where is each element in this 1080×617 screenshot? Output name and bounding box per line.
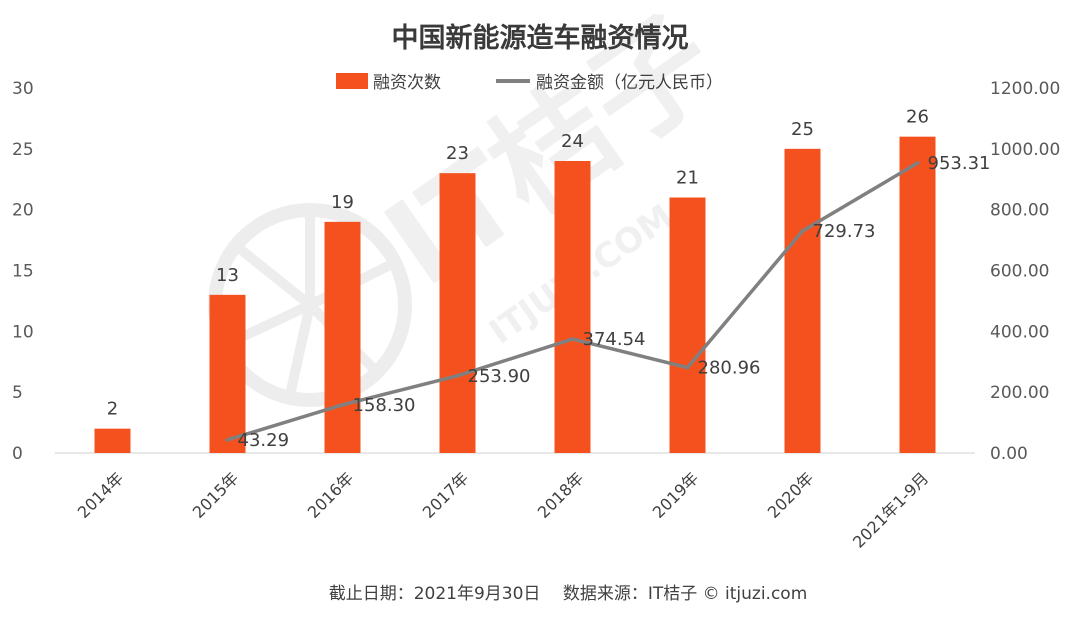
x-tick-label: 2014年 [74,468,128,522]
x-tick-label: 2021年1-9月 [849,468,932,551]
left-tick-label: 30 [12,79,34,99]
x-tick-label: 2017年 [419,468,473,522]
bar [324,221,361,453]
right-tick-label: 600.00 [990,262,1049,282]
left-tick-label: 10 [12,322,34,342]
line-point [340,402,345,407]
bar-value-label: 23 [446,143,469,164]
right-axis: 0.00 200.00 400.00 600.00 800.00 1000.00 1200.… [990,79,1060,464]
left-tick-label: 20 [12,201,34,221]
line-point [225,437,230,442]
bar-value-label: 26 [906,107,929,128]
legend-label-bar: 融资次数 [373,73,441,93]
left-tick-label: 15 [12,262,34,282]
left-tick-label: 25 [12,140,34,160]
left-tick-label: 0 [12,444,23,464]
x-tick-label: 2015年 [189,468,243,522]
x-tick-label: 2018年 [534,468,588,522]
line-point [685,365,690,370]
line-point [455,373,460,378]
bar [554,161,591,453]
line-value-label: 158.30 [353,395,416,416]
left-axis: 0 5 10 15 20 25 30 [12,79,34,464]
line-series [225,161,920,442]
bar-value-label: 24 [561,131,584,152]
bar-series [94,136,936,454]
bar-value-label: 13 [216,265,239,286]
line-value-label: 953.31 [928,153,991,174]
footer-source: 截止日期：2021年9月30日 数据来源：IT桔子 © itjuzi.com [329,584,808,604]
right-tick-label: 200.00 [990,383,1049,403]
line-labels: 43.29 158.30 253.90 374.54 280.96 729.73 953.3… [238,153,991,451]
bar-labels: 2 13 19 23 24 21 25 26 [107,107,929,420]
line-point [800,229,805,234]
line-point [915,161,920,166]
right-tick-label: 800.00 [990,201,1049,221]
line-point [570,337,575,342]
bar [94,428,131,453]
right-tick-label: 1000.00 [990,140,1060,160]
x-tick-label: 2019年 [649,468,703,522]
bar-value-label: 2 [107,399,118,420]
x-axis-labels: 2014年 2015年 2016年 2017年 2018年 2019年 2020年 2021年… [74,468,933,551]
line-value-label: 280.96 [698,358,761,379]
bar [669,197,706,453]
line-value-label: 729.73 [813,221,876,242]
bar-value-label: 19 [331,192,354,213]
bar-value-label: 25 [791,119,814,140]
bar-value-label: 21 [676,168,699,189]
watermark: IT桔子 ITJUZI.COM [208,0,742,407]
legend-label-line: 融资金额（亿元人民币） [536,73,723,93]
right-tick-label: 400.00 [990,322,1049,342]
bar [784,148,821,454]
x-tick-label: 2016年 [304,468,358,522]
left-tick-label: 5 [12,383,23,403]
right-tick-label: 0.00 [990,444,1028,464]
bar [439,173,476,453]
line-value-label: 253.90 [468,366,531,387]
legend-swatch-bar [336,73,368,89]
chart-title: 中国新能源造车融资情况 [392,22,689,54]
line-value-label: 374.54 [583,329,646,350]
line-value-label: 43.29 [238,430,290,451]
bar [209,294,246,453]
x-tick-label: 2020年 [764,468,818,522]
legend: 融资次数 融资金额（亿元人民币） [336,73,723,93]
right-tick-label: 1200.00 [990,79,1060,99]
bar [899,136,936,453]
